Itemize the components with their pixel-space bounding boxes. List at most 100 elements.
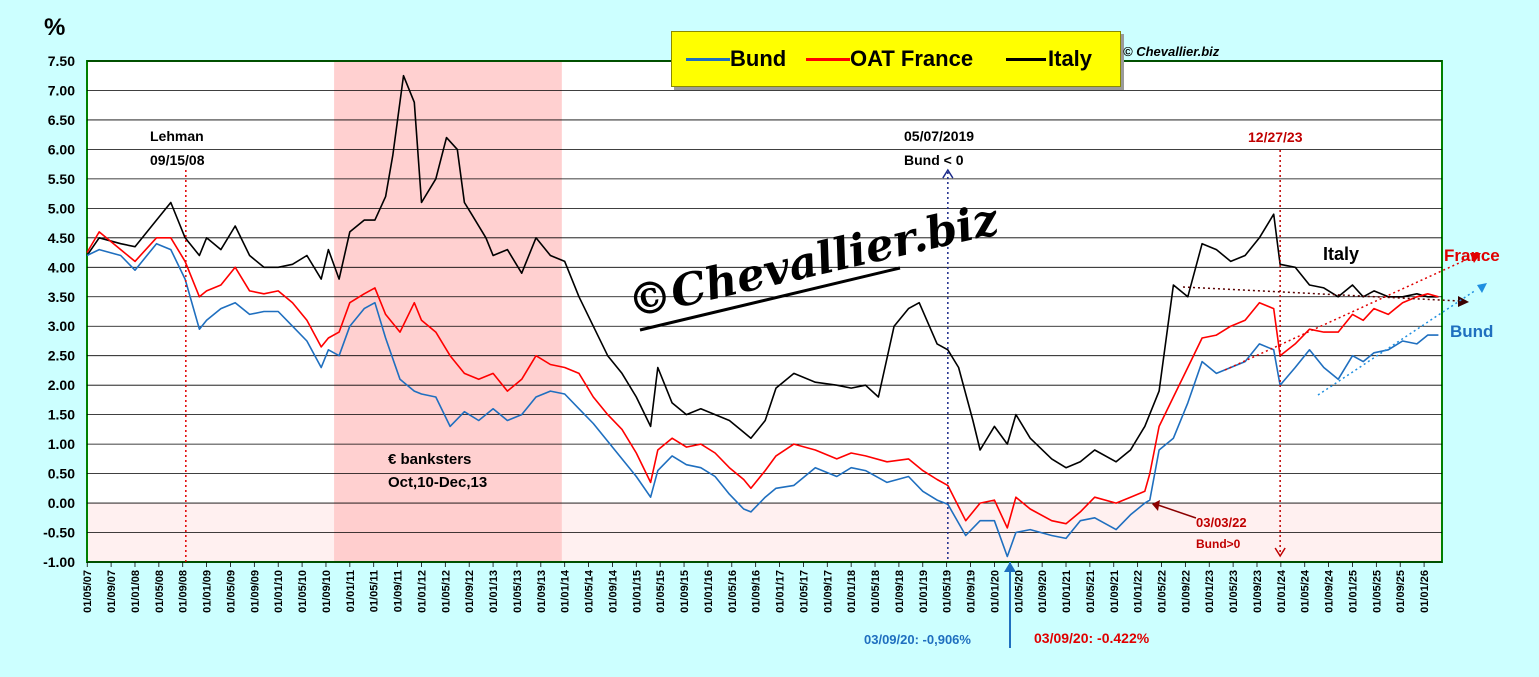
x-tick-label: 01/05/20 — [1013, 570, 1025, 613]
annotation-oat-low: 03/09/20: -0.422% — [1034, 630, 1150, 646]
legend-oat-swatch — [806, 58, 850, 61]
x-tick-label: 01/05/18 — [870, 570, 882, 613]
y-tick-label: 7.50 — [48, 53, 75, 69]
y-tick-label: 0.00 — [48, 495, 75, 511]
annotation-date-2023: 12/27/23 — [1248, 129, 1303, 145]
x-tick-label: 01/01/17 — [775, 570, 787, 613]
x-tick-label: 01/01/18 — [846, 570, 858, 613]
x-tick-label: 01/05/16 — [727, 570, 739, 613]
x-tick-label: 01/09/25 — [1395, 570, 1407, 613]
y-tick-label: 2.00 — [48, 377, 75, 393]
x-tick-label: 01/01/25 — [1347, 570, 1359, 613]
bund-low-arrowhead — [1004, 562, 1016, 572]
x-tick-label: 01/05/14 — [584, 569, 596, 613]
italy-line — [86, 74, 1439, 469]
legend-italy-swatch — [1006, 58, 1046, 61]
x-tick-label: 01/09/11 — [393, 570, 405, 612]
annotation-bund-pos-text: Bund>0 — [1196, 537, 1241, 551]
x-tick-label: 01/09/20 — [1037, 570, 1049, 613]
france-trend-arrowhead — [1470, 253, 1481, 263]
x-tick-label: 01/05/13 — [512, 570, 524, 613]
watermark-underline — [639, 266, 901, 332]
bund-positive-arrow — [1157, 504, 1197, 519]
annotation-france-label: France — [1444, 246, 1500, 265]
y-tick-label: -1.00 — [43, 554, 75, 570]
date-2023-arrowhead — [1274, 547, 1286, 558]
annotation-banksters-title: € banksters — [388, 451, 472, 468]
y-tick-label: 1.50 — [48, 407, 75, 423]
y-tick-label: 3.00 — [48, 318, 75, 334]
x-tick-label: 01/09/18 — [894, 570, 906, 613]
y-tick-label: 3.50 — [48, 289, 75, 305]
y-tick-label: -0.50 — [43, 525, 75, 541]
x-tick-label: 01/05/07 — [82, 570, 94, 613]
x-tick-label: 01/01/19 — [918, 570, 930, 613]
legend: Bund OAT France Italy — [671, 31, 1121, 87]
x-tick-label: 01/05/23 — [1228, 570, 1240, 613]
annotation-bund-pos-date: 03/03/22 — [1196, 515, 1247, 530]
x-tick-label: 01/05/12 — [440, 570, 452, 613]
y-tick-label: 1.00 — [48, 436, 75, 452]
x-tick-label: 01/09/15 — [679, 570, 691, 613]
x-tick-label: 01/01/23 — [1204, 570, 1216, 613]
x-tick-label: 01/09/19 — [966, 570, 978, 613]
bund-trend-line — [1317, 289, 1477, 396]
x-tick-label: 01/01/12 — [416, 570, 428, 613]
x-tick-label: 01/01/16 — [703, 570, 715, 613]
x-tick-label: 01/05/11 — [369, 570, 381, 612]
x-tick-label: 01/01/10 — [273, 570, 285, 613]
x-tick-label: 01/09/09 — [249, 570, 261, 613]
x-tick-label: 01/09/22 — [1180, 570, 1192, 613]
x-tick-label: 01/05/25 — [1371, 570, 1383, 613]
annotation-bund-neg-text: Bund < 0 — [904, 152, 964, 168]
legend-oat-label: OAT France — [850, 46, 974, 71]
banksters-shaded-period — [334, 62, 562, 561]
x-tick-label: 01/01/20 — [989, 570, 1001, 613]
y-tick-label: 2.50 — [48, 348, 75, 364]
y-axis-unit: % — [44, 14, 66, 41]
plot-area — [86, 60, 1443, 563]
y-tick-label: 5.00 — [48, 200, 75, 216]
x-tick-label: 01/09/13 — [536, 570, 548, 613]
x-tick-label: 01/09/24 — [1324, 569, 1336, 613]
x-tick-label: 01/09/12 — [464, 570, 476, 613]
x-tick-label: 01/05/17 — [798, 570, 810, 613]
y-tick-label: 4.00 — [48, 259, 75, 275]
x-tick-label: 01/01/09 — [202, 570, 214, 613]
annotation-italy-label: Italy — [1323, 244, 1360, 264]
x-tick-label: 01/09/16 — [751, 570, 763, 613]
oat-line — [86, 231, 1439, 529]
x-tick-label: 01/05/19 — [942, 570, 954, 613]
x-tick-label: 01/05/24 — [1300, 569, 1312, 613]
annotation-bund-low: 03/09/20: -0,906% — [864, 632, 971, 647]
x-tick-label: 01/01/11 — [345, 570, 357, 612]
y-tick-label: 4.50 — [48, 230, 75, 246]
annotation-lehman-date: 09/15/08 — [150, 152, 205, 168]
annotation-banksters-dates: Oct,10-Dec,13 — [388, 474, 488, 491]
x-tick-label: 01/09/10 — [321, 570, 333, 613]
x-tick-label: 01/01/24 — [1276, 569, 1288, 613]
x-tick-label: 01/09/14 — [607, 569, 619, 613]
x-tick-label: 01/01/08 — [130, 570, 142, 613]
italy-trend-line — [1182, 286, 1461, 302]
x-tick-label: 01/01/14 — [560, 569, 572, 613]
y-tick-label: 0.50 — [48, 466, 75, 482]
x-tick-label: 01/09/08 — [178, 570, 190, 613]
x-tick-label: 01/09/07 — [106, 570, 118, 613]
legend-bund-label: Bund — [730, 46, 787, 71]
negative-zone — [88, 503, 1441, 561]
bund-line — [86, 242, 1439, 558]
annotation-bund-label: Bund — [1450, 322, 1494, 341]
legend-italy-label: Italy — [1048, 46, 1093, 71]
x-tick-label: 01/09/23 — [1252, 570, 1264, 613]
x-tick-label: 01/05/22 — [1156, 570, 1168, 613]
x-tick-label: 01/05/21 — [1085, 570, 1097, 613]
annotation-bund-neg-date: 05/07/2019 — [904, 128, 975, 144]
x-tick-label: 01/05/09 — [225, 570, 237, 613]
x-tick-label: 01/01/22 — [1133, 570, 1145, 613]
y-tick-label: 5.50 — [48, 171, 75, 187]
x-tick-label: 01/01/21 — [1061, 570, 1073, 613]
x-tick-label: 01/01/26 — [1419, 570, 1431, 613]
italy-trend-arrowhead — [1458, 296, 1469, 307]
